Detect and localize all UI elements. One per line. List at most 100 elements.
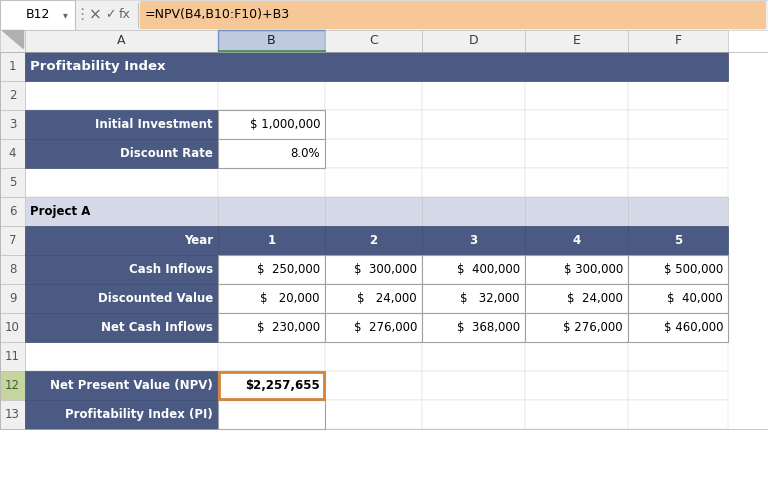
Bar (422, 342, 525, 371)
Bar (0, 168, 25, 197)
Bar (525, 226, 628, 255)
Bar (325, 313, 422, 342)
Text: $  400,000: $ 400,000 (457, 263, 520, 276)
Bar (628, 255, 728, 284)
Bar (525, 255, 628, 284)
Bar (0, 30, 25, 52)
Bar (325, 226, 422, 255)
Bar (218, 255, 325, 284)
Bar (0, 284, 25, 313)
Bar (525, 168, 628, 197)
Bar (628, 284, 728, 313)
Bar (422, 197, 525, 226)
Text: $   24,000: $ 24,000 (357, 292, 417, 305)
Bar (525, 255, 628, 284)
Text: fx: fx (119, 8, 131, 22)
Text: Net Present Value (NPV): Net Present Value (NPV) (50, 379, 213, 392)
Bar (25, 197, 218, 226)
Text: Net Cash Inflows: Net Cash Inflows (101, 321, 213, 334)
Text: A: A (118, 34, 126, 48)
Bar (628, 168, 728, 197)
Bar (422, 52, 525, 81)
Text: Year: Year (184, 234, 213, 247)
Bar (25, 284, 218, 313)
Bar (25, 342, 218, 371)
Bar (628, 226, 728, 255)
Polygon shape (2, 30, 23, 48)
Bar (422, 284, 525, 313)
Bar (325, 110, 422, 139)
Bar (525, 284, 628, 313)
Bar (422, 371, 525, 400)
Bar (140, 1, 766, 29)
Bar (0, 0, 75, 30)
Bar (218, 255, 325, 284)
Bar (525, 81, 628, 110)
Bar (422, 110, 525, 139)
Text: 4: 4 (8, 147, 16, 160)
Bar (25, 110, 218, 139)
Bar (218, 139, 325, 168)
Bar (325, 197, 422, 226)
Bar (25, 371, 218, 400)
Bar (325, 255, 422, 284)
Bar (525, 313, 628, 342)
Bar (218, 139, 325, 168)
Text: 9: 9 (8, 292, 16, 305)
Bar (325, 342, 422, 371)
Text: B12: B12 (25, 8, 50, 22)
Bar (628, 197, 728, 226)
Bar (0, 52, 768, 429)
Bar (25, 81, 218, 110)
Bar (422, 255, 525, 284)
Text: $2,257,655: $2,257,655 (245, 379, 320, 392)
Text: $ 1,000,000: $ 1,000,000 (250, 118, 320, 131)
Text: $  300,000: $ 300,000 (354, 263, 417, 276)
Bar (0, 52, 25, 81)
Bar (325, 313, 422, 342)
Bar (218, 168, 325, 197)
Text: F: F (674, 34, 681, 48)
Bar (325, 400, 422, 429)
Text: Initial Investment: Initial Investment (95, 118, 213, 131)
Bar (325, 139, 422, 168)
Bar (25, 30, 218, 52)
Bar (525, 400, 628, 429)
Bar (422, 313, 525, 342)
Bar (25, 255, 218, 284)
Bar (25, 226, 218, 255)
Bar (628, 52, 728, 81)
Bar (218, 110, 325, 139)
Bar (218, 30, 325, 52)
Bar (218, 313, 325, 342)
Bar (525, 284, 628, 313)
Bar (325, 30, 422, 52)
Text: $  40,000: $ 40,000 (667, 292, 723, 305)
Text: Project A: Project A (30, 205, 91, 218)
Text: ▾: ▾ (62, 10, 68, 20)
Bar (218, 52, 325, 81)
Bar (25, 52, 728, 81)
Bar (325, 371, 422, 400)
Text: 8: 8 (8, 263, 16, 276)
Bar (628, 371, 728, 400)
Bar (219, 372, 324, 399)
Bar (525, 197, 628, 226)
Bar (218, 81, 325, 110)
Text: Discounted Value: Discounted Value (98, 292, 213, 305)
Text: B: B (267, 34, 276, 48)
Bar (628, 81, 728, 110)
Bar (0, 255, 25, 284)
Text: 3: 3 (8, 118, 16, 131)
Bar (218, 284, 325, 313)
Bar (325, 81, 422, 110)
Text: 5: 5 (8, 176, 16, 189)
Bar (325, 168, 422, 197)
Bar (0, 313, 25, 342)
Bar (25, 371, 218, 400)
Bar (422, 255, 525, 284)
Bar (525, 110, 628, 139)
Bar (325, 197, 422, 226)
Bar (325, 52, 422, 81)
Bar (218, 400, 325, 429)
